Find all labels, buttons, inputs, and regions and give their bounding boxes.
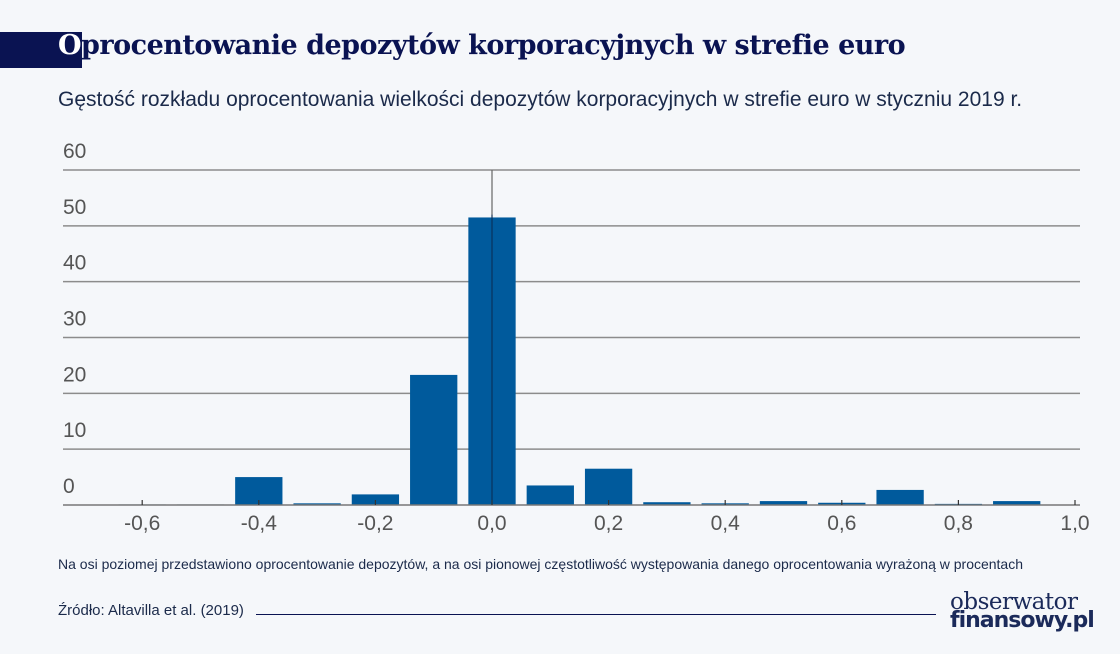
logo-line1: obserwator (950, 589, 1078, 615)
page-title: Oprocentowanie depozytów korporacyjnych … (58, 30, 906, 61)
y-tick-label: 20 (63, 363, 86, 386)
y-tick-label: 10 (63, 419, 86, 442)
bar (643, 502, 691, 505)
x-tick-label: 0,6 (827, 512, 856, 535)
y-tick-label: 50 (63, 196, 86, 219)
y-tick-label: 60 (63, 140, 86, 163)
chart-subtitle: Gęstość rozkładu oprocentowania wielkośc… (58, 88, 1023, 111)
bar (584, 468, 633, 505)
x-tick-label: 0,0 (477, 512, 506, 535)
source-text: Źródło: Altavilla et al. (2019) (58, 602, 244, 619)
y-tick-label: 0 (63, 475, 75, 498)
logo-line2: finansowy.pl (950, 607, 1095, 633)
bar (293, 503, 341, 505)
bar (410, 374, 458, 505)
x-tick-label: -0,2 (357, 512, 393, 535)
logo: obserwator finansowy.pl (950, 589, 1095, 633)
title-text: procentowanie depozytów korporacyjnych w… (81, 30, 906, 61)
bar (876, 489, 924, 505)
divider (256, 614, 936, 615)
x-tick-label: 1,0 (1060, 512, 1089, 535)
title-accent-bar (0, 32, 82, 68)
axis-note: Na osi poziomej przedstawiono oprocentow… (58, 556, 1024, 572)
bar (351, 494, 400, 505)
x-tick-label: -0,6 (124, 512, 160, 535)
x-tick-label: -0,4 (241, 512, 278, 535)
title-first-letter: O (58, 30, 82, 61)
bar (993, 501, 1041, 505)
y-tick-label: 30 (63, 308, 86, 331)
x-tick-label: 0,2 (594, 512, 623, 535)
bar (759, 501, 808, 505)
x-tick-label: 0,4 (711, 512, 741, 535)
y-tick-label: 40 (63, 252, 86, 275)
x-tick-label: 0,8 (944, 512, 973, 535)
bar (526, 485, 574, 505)
